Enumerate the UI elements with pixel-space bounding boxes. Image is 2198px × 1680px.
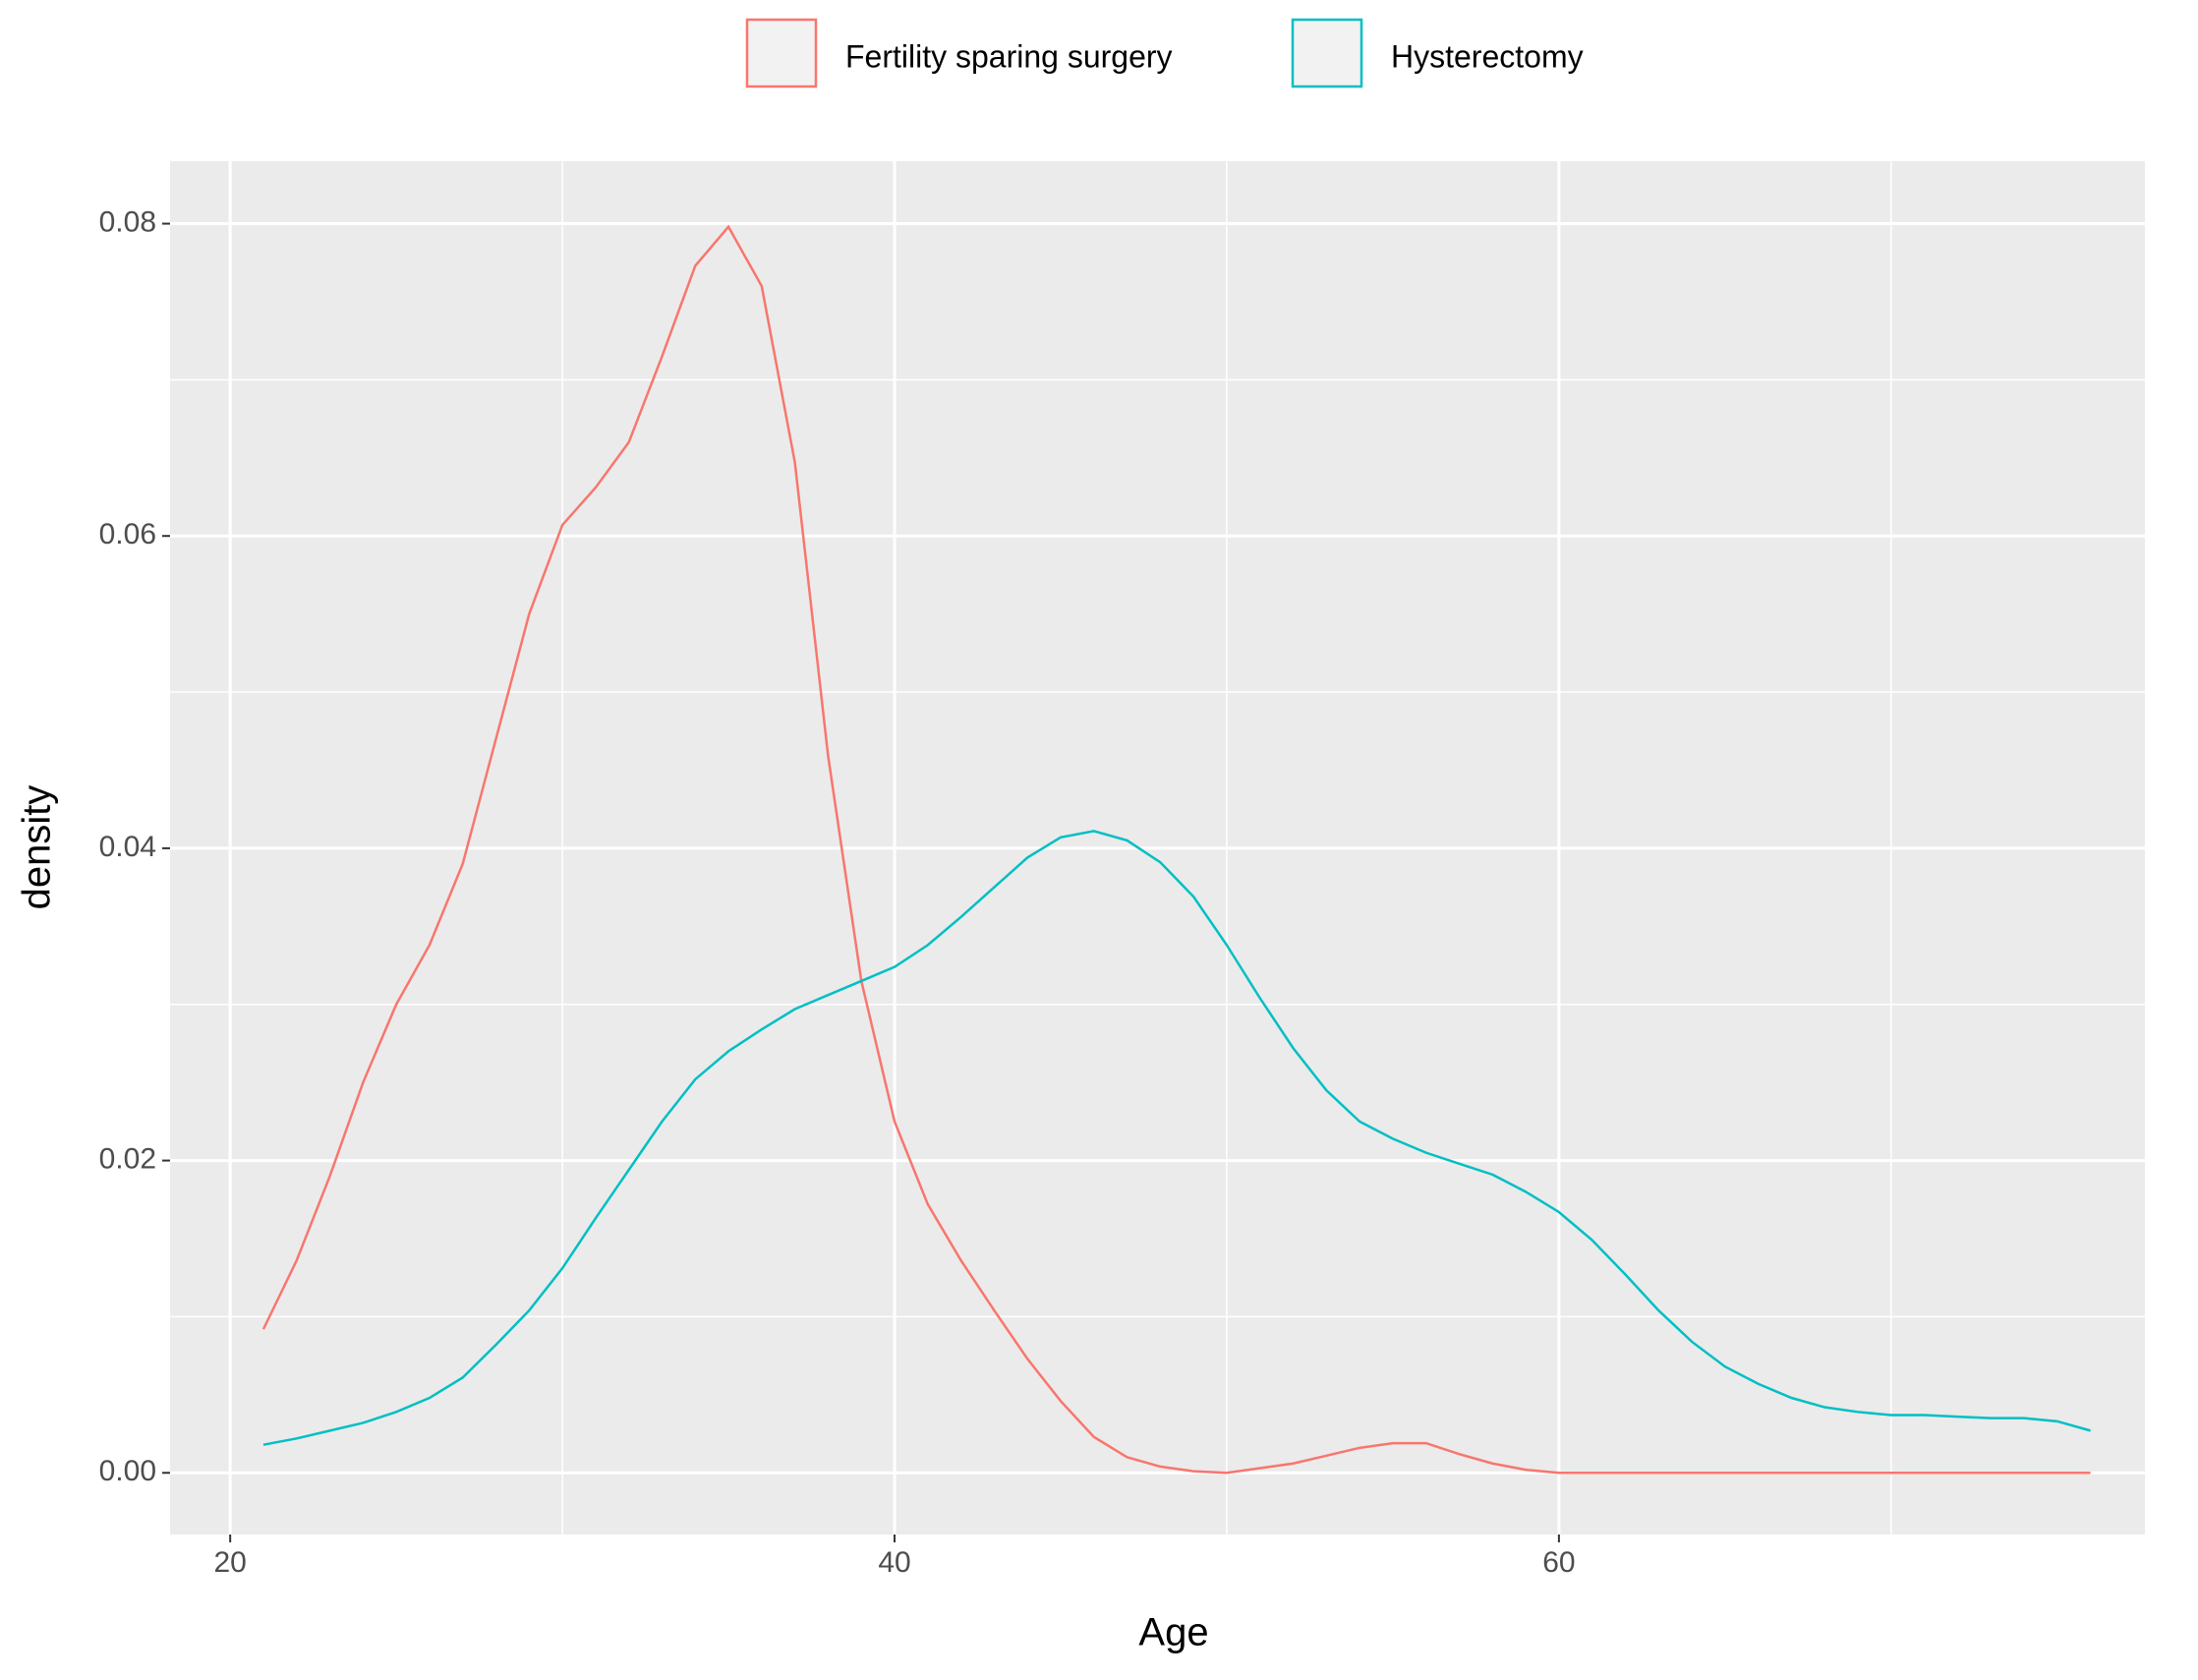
y-tick-label: 0.04 <box>99 831 156 863</box>
legend-key <box>1291 18 1363 88</box>
density-line <box>261 224 2091 1475</box>
x-axis-title: Age <box>1138 1611 1208 1654</box>
y-tick-label: 0.02 <box>99 1142 156 1175</box>
y-tick-label: 0.08 <box>99 205 156 238</box>
density-line <box>262 830 2091 1446</box>
x-tick-label: 60 <box>1542 1546 1575 1579</box>
legend-key <box>745 18 818 88</box>
legend-label: Fertility sparing surgery <box>845 38 1173 74</box>
x-tick-label: 40 <box>878 1546 910 1579</box>
y-tick-label: 0.00 <box>99 1455 156 1487</box>
y-tick-label: 0.06 <box>99 518 156 550</box>
legend-label: Hysterectomy <box>1391 38 1584 74</box>
x-tick-label: 20 <box>213 1546 246 1579</box>
y-axis-title: density <box>16 785 59 910</box>
